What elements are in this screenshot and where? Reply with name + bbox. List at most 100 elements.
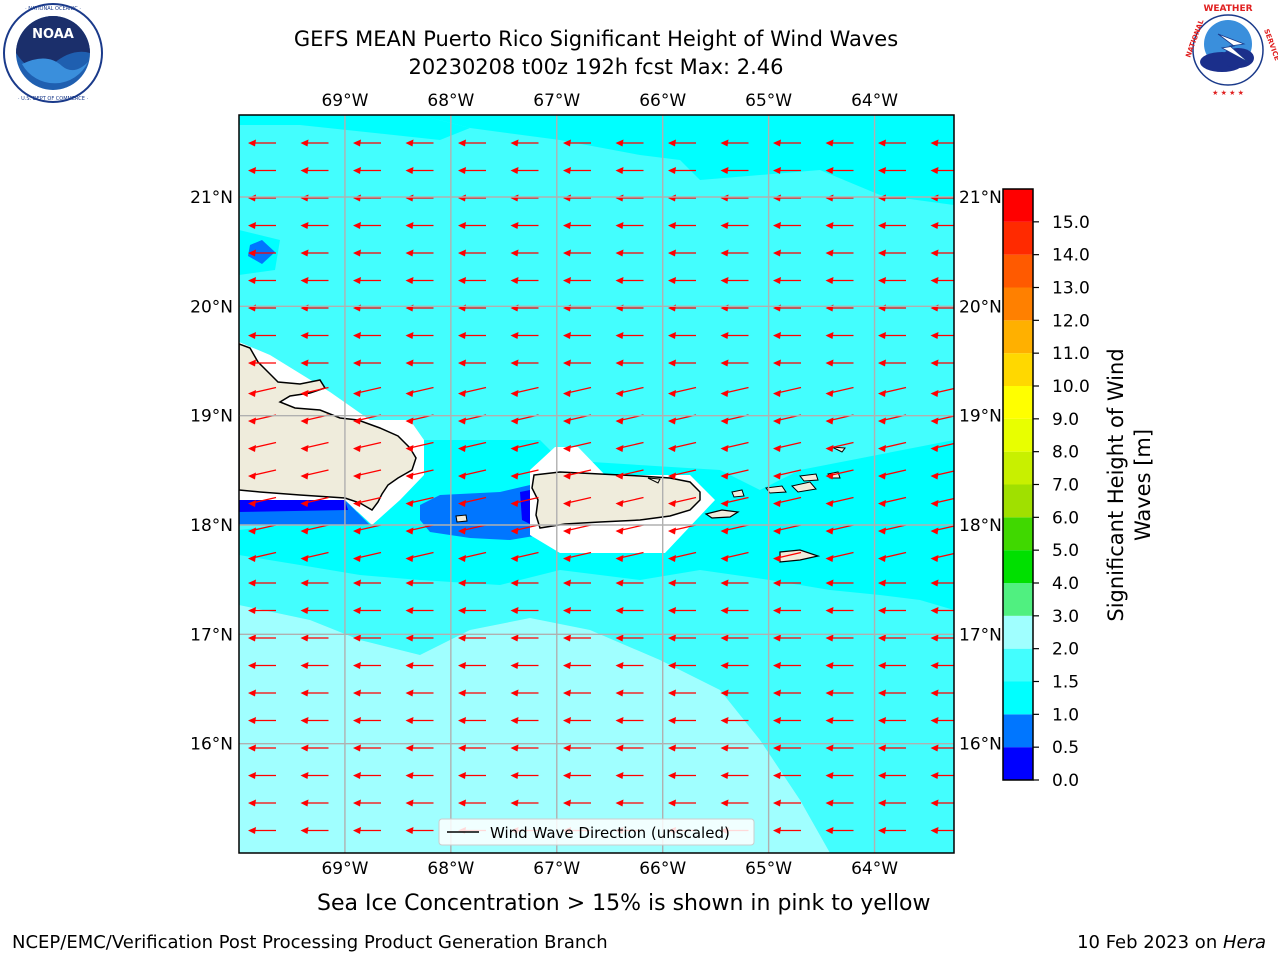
wave-direction-arrow: [720, 634, 749, 642]
wave-direction-arrow: [720, 662, 749, 669]
wave-direction-arrow: [248, 772, 276, 779]
wave-direction-arrow: [720, 386, 749, 397]
wave-direction-arrow: [930, 772, 954, 779]
wave-direction-arrow: [931, 855, 959, 862]
wave-direction-arrow: [563, 524, 592, 535]
wave-direction-arrow: [668, 551, 697, 562]
wave-direction-arrow: [773, 222, 801, 229]
wave-direction-arrow: [405, 689, 434, 697]
wave-direction-arrow: [458, 249, 486, 257]
wave-direction-arrow: [353, 634, 381, 642]
wave-direction-arrow: [930, 415, 954, 425]
lon-label-top: 67°W: [533, 91, 580, 111]
colorbar-segment: [1003, 583, 1033, 616]
lat-label-right: 20°N: [959, 297, 1002, 317]
wave-direction-arrow: [300, 551, 329, 562]
wave-direction-arrow: [615, 717, 644, 724]
wave-direction-arrow: [720, 167, 749, 174]
lat-label-right: 16°N: [959, 735, 1002, 755]
wave-direction-arrow: [353, 386, 382, 397]
wave-direction-arrow: [773, 579, 801, 587]
wave-direction-arrow: [300, 222, 329, 229]
chart-title: GEFS MEAN Puerto Rico Significant Height…: [293, 27, 899, 51]
wave-direction-arrow: [825, 139, 854, 147]
wave-direction-arrow: [563, 277, 591, 284]
wave-direction-arrow: [353, 551, 382, 562]
wave-direction-arrow: [458, 717, 486, 724]
wave-direction-arrow: [773, 772, 801, 779]
colorbar-segment: [1003, 517, 1033, 551]
lon-label-bottom: 67°W: [533, 859, 580, 879]
wave-direction-arrow: [773, 194, 801, 202]
wave-direction-arrow: [825, 827, 854, 834]
colorbar-segment: [1003, 189, 1033, 222]
wave-direction-arrow: [248, 167, 276, 174]
wave-direction-arrow: [668, 469, 697, 480]
wave-direction-arrow: [300, 496, 329, 507]
wave-direction-arrow: [668, 496, 697, 507]
wave-direction-arrow: [668, 222, 696, 229]
wave-direction-arrow: [405, 469, 434, 480]
colorbar-segment: [1003, 681, 1033, 715]
wave-direction-arrow: [878, 139, 906, 147]
wave-direction-arrow: [930, 552, 954, 562]
wave-direction-arrow: [825, 386, 854, 397]
svg-text:★ ★ ★ ★: ★ ★ ★ ★: [1212, 89, 1244, 97]
wave-direction-arrow: [615, 332, 644, 339]
wave-direction-arrow: [720, 139, 749, 147]
wave-direction-arrow: [615, 167, 644, 174]
wave-direction-arrow: [825, 607, 854, 614]
wave-direction-arrow: [510, 496, 539, 507]
colorbar-title: Significant Height of Wind Waves [m]: [1104, 348, 1155, 621]
wave-direction-arrow: [825, 744, 854, 752]
wave-direction-arrow: [668, 167, 696, 174]
wave-direction-arrow: [510, 222, 539, 229]
wave-direction-arrow: [248, 607, 276, 614]
lat-label-left: 21°N: [190, 188, 233, 208]
wave-direction-arrow: [563, 441, 592, 452]
wave-direction-arrow: [405, 717, 434, 724]
wave-direction-arrow: [510, 551, 539, 562]
colorbar-tick-label: 12.0: [1052, 311, 1090, 331]
wave-direction-arrow: [773, 386, 802, 397]
wave-direction-arrow: [773, 551, 802, 562]
wave-direction-arrow: [825, 524, 854, 535]
wave-direction-arrow: [825, 579, 854, 587]
wave-direction-arrow: [773, 332, 801, 339]
wave-direction-arrow: [720, 194, 749, 202]
wave-direction-arrow: [668, 277, 696, 284]
wave-direction-arrow: [353, 277, 381, 284]
wave-direction-arrow: [878, 332, 906, 339]
wave-direction-arrow: [825, 441, 854, 452]
wave-direction-arrow: [510, 772, 539, 779]
svg-text:· NATIONAL OCEANIC ·: · NATIONAL OCEANIC ·: [25, 6, 81, 12]
wave-direction-arrow: [615, 799, 644, 807]
footer-host: Hera: [1222, 932, 1266, 953]
colorbar-tick-label: 2.0: [1052, 640, 1079, 660]
wave-direction-arrow: [668, 524, 697, 535]
wave-direction-arrow: [405, 277, 434, 284]
wave-direction-arrow: [773, 717, 801, 724]
wave-direction-arrow: [458, 689, 486, 697]
colorbar-segment: [1003, 386, 1033, 419]
wave-direction-arrow: [615, 579, 644, 587]
colorbar-segment: [1003, 254, 1033, 288]
wave-direction-arrow: [720, 772, 749, 779]
wave-direction-arrow: [300, 194, 329, 202]
wave-direction-arrow: [458, 332, 486, 339]
wave-direction-arrow: [773, 249, 801, 257]
wave-direction-arrow: [615, 689, 644, 697]
wave-direction-arrow: [563, 222, 591, 229]
wave-direction-arrow: [878, 524, 907, 535]
footer-date-text: 10 Feb 2023 on: [1077, 932, 1223, 953]
lon-labels-top: 69°W 68°W 67°W 66°W 65°W 64°W: [321, 91, 898, 111]
wave-direction-arrow: [405, 441, 434, 452]
wave-direction-arrow: [668, 359, 696, 367]
sea-ice-caption: Sea Ice Concentration > 15% is shown in …: [317, 891, 931, 916]
wave-direction-arrow: [878, 551, 907, 562]
wave-direction-arrow: [825, 496, 854, 507]
noaa-logo-text: NOAA: [32, 27, 74, 42]
wave-direction-arrow: [773, 441, 802, 452]
wave-direction-arrow: [615, 194, 644, 202]
